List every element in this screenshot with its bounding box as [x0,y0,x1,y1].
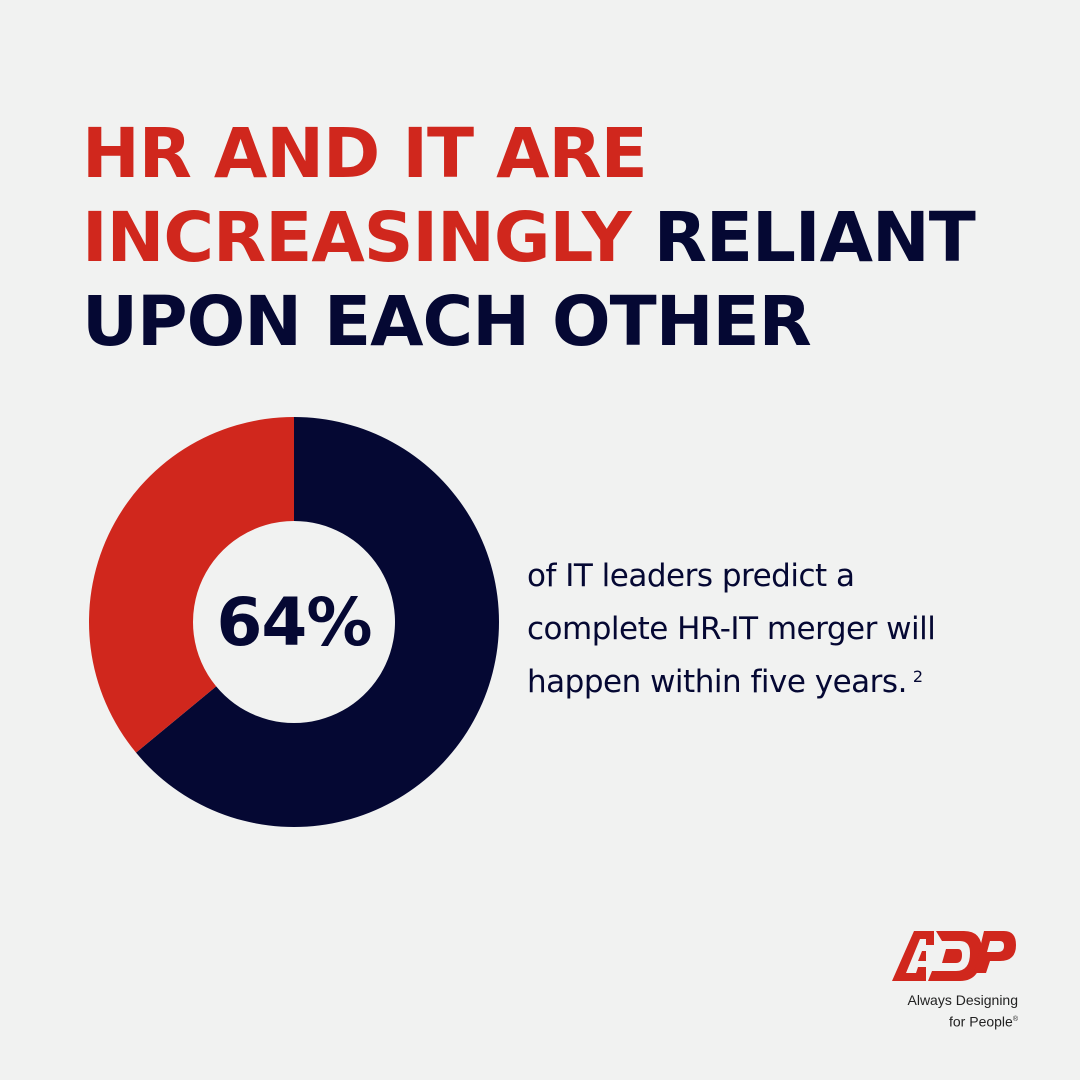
headline-line-2: INCREASINGLY RELIANT [82,196,1022,280]
registered-mark: ® [1012,1016,1018,1023]
headline-line-1: HR AND IT ARE [82,114,648,194]
donut-slice-0 [136,417,499,827]
adp-tagline: Always Designing for People® [908,991,1019,1032]
tagline-line-1: Always Designing [907,992,1019,1008]
headline-red-word: INCREASINGLY [82,198,632,278]
footnote-marker: 2 [912,667,923,686]
donut-slice-1 [89,417,294,753]
adp-logo-mark [892,931,1016,981]
headline: HR AND IT ARE INCREASINGLY RELIANT UPON … [82,112,1022,364]
adp-logo: Always Designing for People® [868,925,1018,1035]
headline-line-3: UPON EACH OTHER [82,282,812,362]
donut-center-label: 64% [216,583,373,661]
caption-line-1: of IT leaders predict a [527,558,855,594]
chart-caption: of IT leaders predict a complete HR-IT m… [527,550,1047,709]
caption-line-3: happen within five years. [527,664,907,700]
tagline-line-2: for People [949,1013,1013,1030]
caption-line-2: complete HR-IT merger will [527,611,936,647]
donut-chart [89,417,499,827]
headline-dark-word: RELIANT [653,198,976,278]
